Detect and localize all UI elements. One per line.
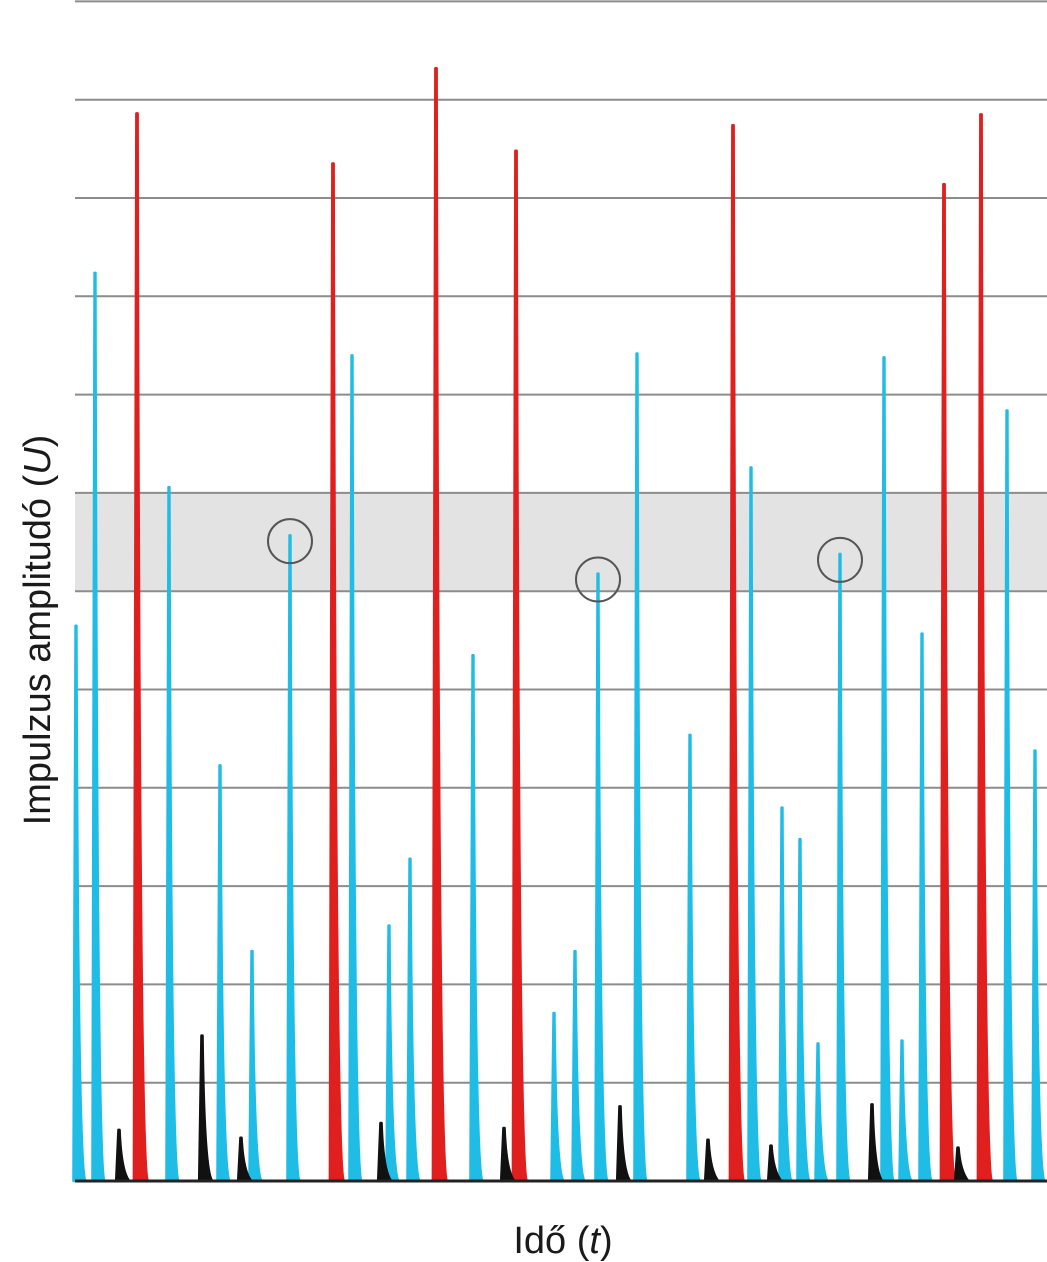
x-axis-label-variable: t: [589, 1220, 601, 1262]
blue-pulse: [286, 534, 301, 1183]
black-pulse: [197, 1034, 214, 1183]
x-axis-label-close: ): [600, 1220, 613, 1262]
red-pulse: [431, 66, 449, 1183]
circled-pulse-marker: [575, 556, 621, 603]
blue-pulse: [216, 764, 231, 1183]
blue-pulse-series: [72, 271, 1046, 1183]
red-pulse: [939, 182, 957, 1183]
blue-pulse: [1003, 409, 1018, 1183]
circled-pulse-marker: [267, 518, 313, 565]
blue-pulse: [571, 949, 586, 1183]
blue-pulse: [550, 1011, 565, 1183]
circled-pulse-marker: [817, 536, 863, 583]
red-pulse: [728, 123, 746, 1183]
black-pulse: [615, 1105, 632, 1183]
black-pulse: [953, 1146, 970, 1183]
blue-pulse: [594, 572, 609, 1183]
blue-pulse: [348, 354, 363, 1183]
black-pulse: [114, 1128, 131, 1183]
blue-pulse: [633, 352, 648, 1183]
blue-pulse: [778, 806, 793, 1183]
blue-pulse: [880, 356, 895, 1183]
discriminator-window-band: [75, 492, 1047, 592]
y-axis-label-variable: U: [17, 447, 59, 475]
red-pulse: [511, 149, 529, 1183]
blue-pulse: [248, 949, 263, 1183]
x-axis-label: Idő (t): [513, 1220, 612, 1262]
blue-pulse: [918, 632, 933, 1183]
blue-pulse: [385, 924, 400, 1183]
x-axis-label-main: Idő (: [513, 1220, 589, 1262]
y-axis-label: Impulzus amplitudó (U): [17, 435, 59, 826]
blue-pulse: [836, 552, 851, 1183]
gridlines: [75, 0, 1047, 1084]
red-pulse: [328, 162, 346, 1183]
blue-pulse: [796, 837, 811, 1183]
red-pulse-series: [132, 66, 994, 1183]
blue-pulse: [814, 1042, 829, 1183]
blue-pulse: [1031, 749, 1046, 1183]
blue-pulse: [72, 624, 87, 1183]
red-pulse: [132, 112, 150, 1183]
blue-pulse: [469, 653, 484, 1183]
circled-pulse-markers: [267, 518, 863, 603]
blue-pulse: [165, 485, 180, 1183]
y-axis-label-close: ): [17, 435, 59, 448]
y-axis-label-main: Impulzus amplitudó (: [17, 474, 59, 825]
black-pulse: [703, 1138, 720, 1183]
blue-pulse: [686, 733, 701, 1183]
blue-pulse: [898, 1039, 913, 1183]
blue-pulse: [406, 857, 421, 1183]
blue-pulse: [747, 466, 762, 1183]
red-pulse: [976, 113, 994, 1183]
blue-pulse: [91, 271, 106, 1183]
